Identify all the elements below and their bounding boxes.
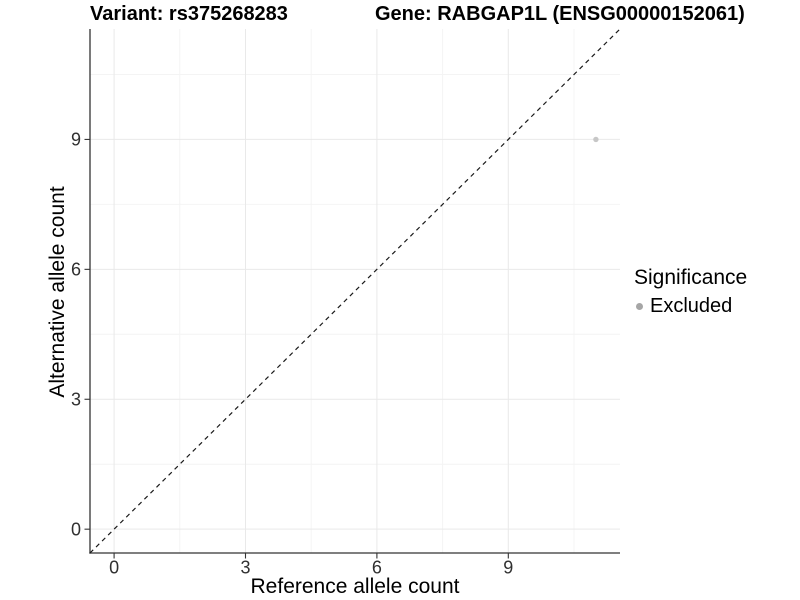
y-axis-title: Alternative allele count [46,186,69,397]
y-tick-label: 9 [71,130,81,150]
y-tick-label: 0 [71,519,81,539]
x-tick-label: 3 [240,558,250,578]
legend-title: Significance [634,266,748,289]
plot-title-variant: Variant: rs375268283 [90,3,288,25]
x-tick-label: 9 [503,558,513,578]
legend-entry-label: Excluded [650,295,733,317]
x-tick-label: 6 [372,558,382,578]
x-axis-title: Reference allele count [251,575,460,598]
y-tick-label: 3 [71,390,81,410]
identity-line [89,28,621,554]
legend-key-dot-icon [636,303,643,310]
data-point-excluded [593,136,599,143]
legend: Significance Excluded [634,266,747,318]
y-tick-label: 6 [71,260,81,280]
x-tick-label: 0 [109,558,119,578]
legend-entry-excluded: Excluded [634,295,747,318]
plot-title-gene: Gene: RABGAP1L (ENSG00000152061) [375,3,745,25]
